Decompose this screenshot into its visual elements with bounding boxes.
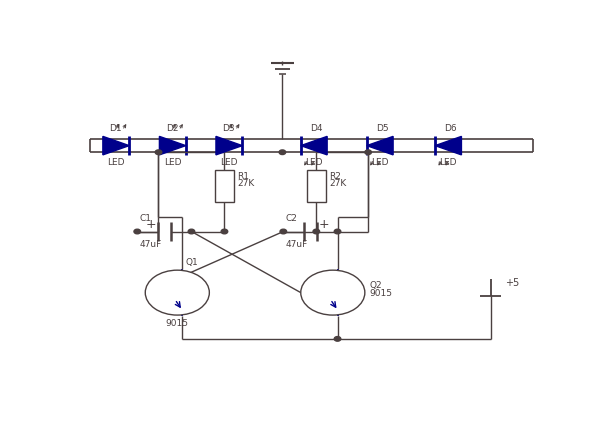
Text: D6: D6 bbox=[444, 124, 457, 133]
Text: LED: LED bbox=[305, 157, 323, 166]
Text: 9015: 9015 bbox=[370, 289, 393, 298]
Polygon shape bbox=[159, 136, 186, 155]
Text: Q2: Q2 bbox=[370, 281, 382, 290]
Circle shape bbox=[155, 150, 162, 154]
Circle shape bbox=[188, 229, 195, 234]
Text: LED: LED bbox=[164, 157, 181, 166]
Text: 27K: 27K bbox=[330, 179, 347, 188]
Circle shape bbox=[301, 270, 365, 315]
Polygon shape bbox=[301, 136, 327, 155]
Text: R2: R2 bbox=[330, 172, 341, 181]
Text: D4: D4 bbox=[310, 124, 322, 133]
Circle shape bbox=[334, 337, 341, 341]
Text: +: + bbox=[319, 218, 330, 231]
Text: LED: LED bbox=[371, 157, 389, 166]
Circle shape bbox=[134, 229, 140, 234]
Text: LED: LED bbox=[107, 157, 125, 166]
Circle shape bbox=[145, 270, 209, 315]
Text: C1: C1 bbox=[140, 214, 151, 223]
Text: LED: LED bbox=[440, 157, 457, 166]
Polygon shape bbox=[435, 136, 461, 155]
Polygon shape bbox=[216, 136, 243, 155]
Circle shape bbox=[279, 150, 286, 154]
Text: +: + bbox=[145, 218, 156, 231]
Text: D3: D3 bbox=[223, 124, 235, 133]
Text: 27K: 27K bbox=[238, 179, 255, 188]
Circle shape bbox=[280, 229, 286, 234]
Circle shape bbox=[334, 229, 341, 234]
Text: D2: D2 bbox=[166, 124, 179, 133]
Text: R1: R1 bbox=[238, 172, 250, 181]
Text: 47uF: 47uF bbox=[286, 240, 308, 249]
Bar bbox=[307, 170, 326, 202]
Text: C2: C2 bbox=[286, 214, 297, 223]
Circle shape bbox=[313, 229, 320, 234]
Circle shape bbox=[221, 229, 228, 234]
Text: D1: D1 bbox=[109, 124, 122, 133]
Text: 9015: 9015 bbox=[166, 319, 189, 328]
Text: Q1: Q1 bbox=[186, 258, 199, 267]
Text: 47uF: 47uF bbox=[140, 240, 162, 249]
Bar bbox=[215, 170, 234, 202]
Polygon shape bbox=[367, 136, 393, 155]
Text: D5: D5 bbox=[376, 124, 389, 133]
Text: +5: +5 bbox=[505, 278, 519, 288]
Circle shape bbox=[365, 150, 371, 154]
Polygon shape bbox=[103, 136, 130, 155]
Text: LED: LED bbox=[220, 157, 238, 166]
